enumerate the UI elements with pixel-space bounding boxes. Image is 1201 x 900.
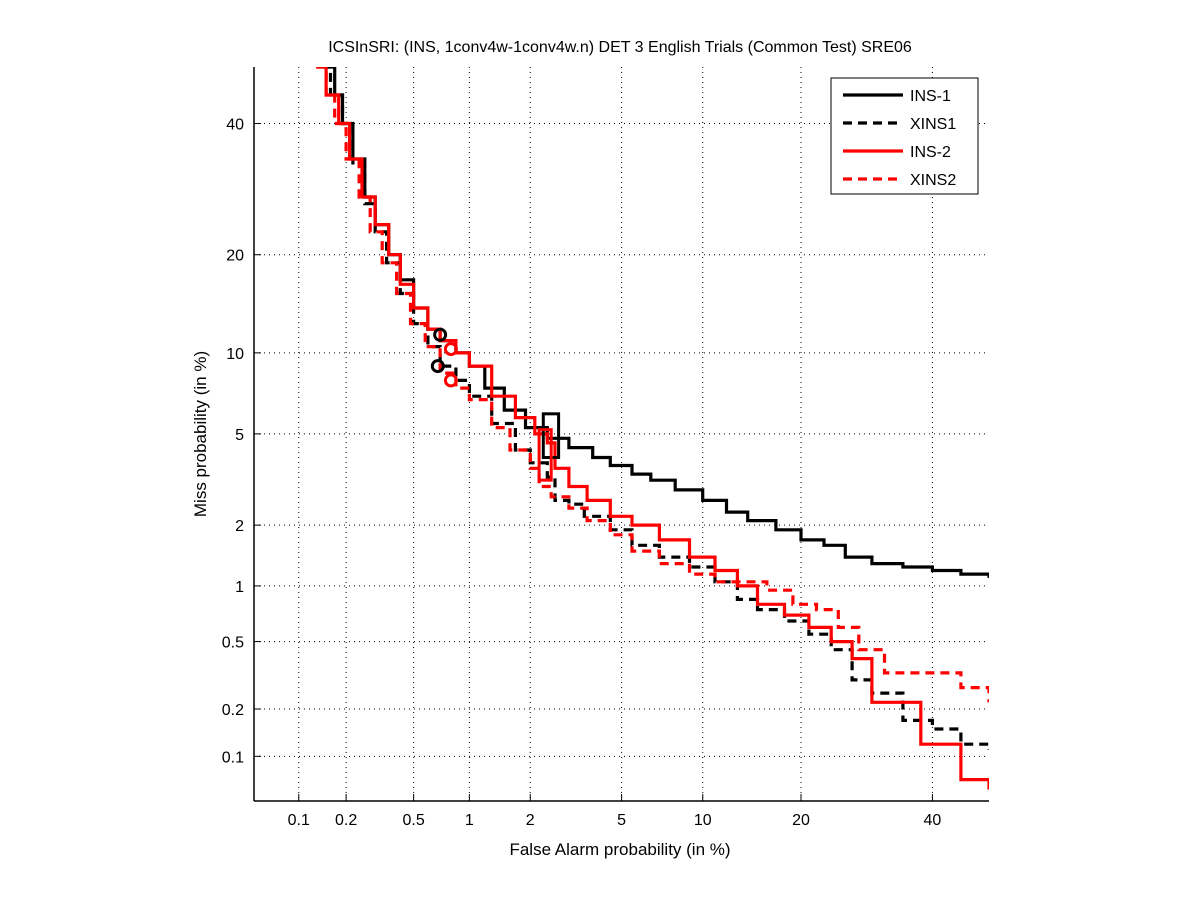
x-tick-label: 0.2 — [335, 812, 357, 829]
y-tick-label: 1 — [235, 579, 244, 596]
x-axis-label: False Alarm probability (in %) — [509, 840, 730, 859]
series-line-xins2 — [316, 67, 989, 703]
legend-label-ins-1: INS-1 — [910, 88, 951, 105]
chart-title: ICSInSRI: (INS, 1conv4w-1conv4w.n) DET 3… — [328, 39, 912, 56]
legend-box — [830, 77, 979, 195]
legend-label-xins2: XINS2 — [910, 172, 956, 189]
x-tick-label: 10 — [694, 812, 712, 829]
x-tick-label: 40 — [924, 812, 942, 829]
x-tick-label: 20 — [792, 812, 810, 829]
x-tick-label: 1 — [465, 812, 474, 829]
y-tick-label: 40 — [226, 117, 244, 134]
min-dcf-marker-xins1 — [430, 359, 445, 374]
actual-dcf-box-ins-2 — [537, 428, 553, 482]
y-tick-label: 0.5 — [222, 635, 244, 652]
x-tick-label: 5 — [617, 812, 626, 829]
y-tick-label: 0.1 — [222, 749, 244, 766]
y-tick-labels: 0.1 0.2 0.5 1 2 5 10 20 40 — [222, 117, 244, 767]
axes — [253, 67, 989, 802]
x-tick-label: 2 — [526, 812, 535, 829]
min-dcf-marker-xins2 — [443, 373, 458, 388]
y-tick-label: 0.2 — [222, 702, 244, 719]
y-tick-label: 2 — [235, 518, 244, 535]
y-tick-label: 10 — [226, 346, 244, 363]
series-line-ins-2 — [316, 67, 989, 790]
curves — [316, 67, 989, 790]
markers — [430, 327, 561, 482]
series-line-xins1 — [321, 67, 989, 750]
x-tick-label: 0.5 — [403, 812, 425, 829]
y-tick-label: 5 — [235, 427, 244, 444]
legend-label-xins1: XINS1 — [910, 116, 956, 133]
y-tick-label: 20 — [226, 248, 244, 265]
legend: INS-1 XINS1 INS-2 XINS2 — [830, 77, 979, 195]
min-dcf-marker-ins-1 — [433, 327, 448, 342]
x-tick-labels: 0.1 0.2 0.5 1 2 5 10 20 40 — [288, 812, 942, 829]
x-tick-label: 0.1 — [288, 812, 310, 829]
legend-label-ins-2: INS-2 — [910, 144, 951, 161]
min-dcf-marker-ins-2 — [443, 342, 458, 357]
y-axis-label: Miss probability (in %) — [191, 351, 210, 517]
